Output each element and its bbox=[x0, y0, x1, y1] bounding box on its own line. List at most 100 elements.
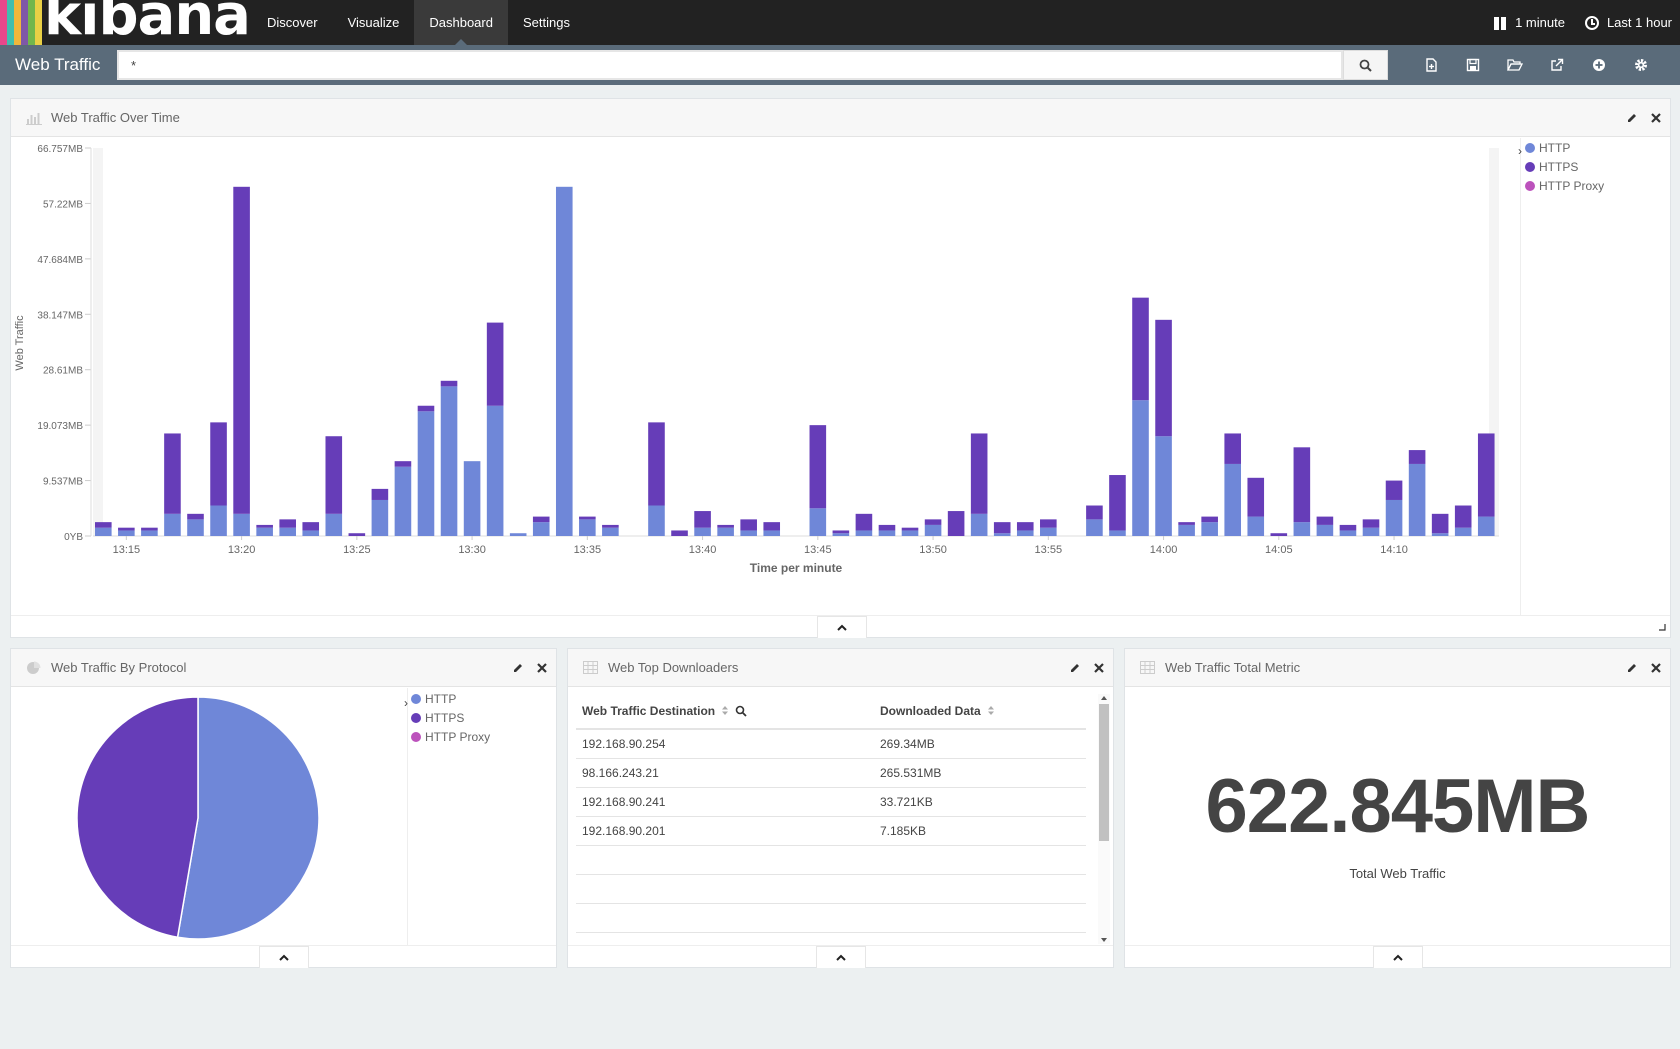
close-icon[interactable] bbox=[1093, 662, 1105, 674]
bar-segment-http bbox=[993, 533, 1011, 536]
logo-stripe bbox=[28, 0, 35, 45]
bar-segment-https bbox=[371, 488, 389, 500]
bar-segment-http bbox=[1155, 436, 1172, 536]
time-range[interactable]: Last 1 hour bbox=[1606, 15, 1672, 30]
tab-discover[interactable]: Discover bbox=[267, 15, 318, 30]
bar-segment-https bbox=[1477, 433, 1495, 517]
edit-pencil-icon[interactable] bbox=[1069, 662, 1081, 674]
table-scrollbar[interactable] bbox=[1098, 694, 1110, 944]
panel-actions bbox=[512, 649, 548, 687]
legend-item-http-proxy[interactable]: HTTP Proxy bbox=[1525, 176, 1604, 195]
legend-toggle-chevron-icon[interactable]: › bbox=[1518, 144, 1522, 158]
legend-label: HTTPS bbox=[1539, 159, 1579, 174]
bar-segment-http bbox=[970, 513, 988, 536]
legend-item-http-proxy[interactable]: HTTP Proxy bbox=[411, 727, 490, 746]
legend-item-http[interactable]: HTTP bbox=[1525, 138, 1604, 157]
collapse-spy-button[interactable] bbox=[817, 616, 867, 638]
bar-segment-http bbox=[1362, 527, 1380, 536]
edit-pencil-icon[interactable] bbox=[1626, 662, 1638, 674]
legend-toggle-chevron-icon[interactable]: › bbox=[404, 696, 408, 710]
resize-handle-icon[interactable] bbox=[1658, 623, 1666, 631]
pie-chart-icon bbox=[27, 661, 41, 674]
table-row: 192.168.90.254 269.34MB bbox=[576, 729, 1086, 759]
bar-segment-http bbox=[187, 519, 204, 536]
share-icon[interactable] bbox=[1536, 45, 1578, 85]
bar-segment-http bbox=[740, 530, 757, 536]
bar-segment-http bbox=[832, 533, 850, 536]
table-cell: 7.185KB bbox=[874, 816, 1086, 846]
bar-segment-http bbox=[1293, 522, 1311, 536]
legend-item-https[interactable]: HTTPS bbox=[411, 708, 490, 727]
dashboard-toolbar bbox=[1410, 45, 1662, 85]
open-icon[interactable] bbox=[1494, 45, 1536, 85]
bar-segment-http bbox=[509, 533, 527, 536]
filter-search-icon[interactable] bbox=[735, 705, 747, 717]
bar-segment-http bbox=[717, 527, 734, 536]
sort-icon[interactable] bbox=[987, 705, 995, 716]
table-cell: 33.721KB bbox=[874, 787, 1086, 817]
legend-item-http[interactable]: HTTP bbox=[411, 689, 490, 708]
scrollbar-thumb[interactable] bbox=[1099, 704, 1109, 841]
save-icon[interactable] bbox=[1452, 45, 1494, 85]
tab-visualize[interactable]: Visualize bbox=[347, 15, 400, 30]
column-header-downloaded[interactable]: Downloaded Data bbox=[874, 693, 1086, 730]
panel-header: Web Top Downloaders bbox=[568, 649, 1113, 687]
search-button[interactable] bbox=[1343, 50, 1388, 80]
bar-segment-https bbox=[233, 186, 250, 514]
bar-segment-http bbox=[532, 522, 550, 536]
bar-segment-http bbox=[440, 386, 458, 536]
scroll-down-icon[interactable] bbox=[1098, 936, 1110, 944]
column-label: Web Traffic Destination bbox=[582, 703, 716, 718]
x-tick-label: 13:55 bbox=[1035, 544, 1063, 556]
sort-icon[interactable] bbox=[721, 705, 729, 716]
panel-header: Web Traffic Over Time bbox=[11, 99, 1670, 137]
scroll-up-icon[interactable] bbox=[1098, 694, 1110, 702]
refresh-interval[interactable]: 1 minute bbox=[1515, 15, 1565, 30]
collapse-spy-button[interactable] bbox=[816, 946, 866, 968]
dashboard-title: Web Traffic bbox=[15, 55, 101, 74]
bar-segment-http bbox=[233, 513, 250, 536]
bar-segment-https bbox=[164, 433, 181, 514]
settings-gear-icon[interactable] bbox=[1620, 45, 1662, 85]
nav-tabs: Discover Visualize Dashboard Settings bbox=[252, 0, 585, 45]
bar-segment-http bbox=[809, 508, 827, 536]
logo-stripe bbox=[14, 0, 21, 45]
column-header-destination[interactable]: Web Traffic Destination bbox=[576, 693, 874, 730]
add-visualization-icon[interactable] bbox=[1578, 45, 1620, 85]
bar-segment-https bbox=[855, 513, 873, 531]
bar-segment-http bbox=[164, 513, 181, 536]
bar-segment-http bbox=[1477, 516, 1495, 536]
tab-dashboard[interactable]: Dashboard bbox=[414, 0, 508, 45]
query-input[interactable] bbox=[117, 50, 1343, 80]
edit-pencil-icon[interactable] bbox=[1626, 112, 1638, 124]
collapse-spy-button[interactable] bbox=[259, 946, 309, 968]
tab-settings[interactable]: Settings bbox=[522, 15, 570, 30]
x-tick-label: 13:50 bbox=[919, 544, 947, 556]
kibana-logo[interactable]: kibana bbox=[0, 0, 252, 45]
close-icon[interactable] bbox=[1650, 662, 1662, 674]
collapse-spy-button[interactable] bbox=[1373, 946, 1423, 968]
pause-icon[interactable] bbox=[1493, 16, 1507, 30]
edit-pencil-icon[interactable] bbox=[512, 662, 524, 674]
chart-band-right bbox=[1489, 148, 1499, 536]
legend-label: HTTP bbox=[425, 691, 457, 706]
logo-stripe bbox=[7, 0, 14, 45]
bar-segment-https bbox=[1270, 533, 1288, 536]
logo-stripe bbox=[0, 0, 7, 45]
close-icon[interactable] bbox=[536, 662, 548, 674]
bar-segment-http bbox=[210, 505, 227, 536]
bar-segment-https bbox=[532, 516, 550, 523]
close-icon[interactable] bbox=[1650, 112, 1662, 124]
legend-item-https[interactable]: HTTPS bbox=[1525, 157, 1604, 176]
pie-slice-https bbox=[76, 696, 199, 939]
bar-segment-http bbox=[648, 505, 665, 536]
bar-segment-https bbox=[924, 519, 942, 525]
legend-label: HTTP Proxy bbox=[1539, 178, 1605, 193]
panel-actions bbox=[1626, 99, 1662, 137]
legend-dot bbox=[1525, 180, 1535, 191]
bar-segment-https bbox=[1109, 475, 1126, 531]
bar-segment-https bbox=[809, 425, 827, 509]
new-dashboard-icon[interactable] bbox=[1410, 45, 1452, 85]
bar-segment-https bbox=[1408, 450, 1426, 464]
panel-title: Web Traffic By Protocol bbox=[51, 660, 187, 675]
